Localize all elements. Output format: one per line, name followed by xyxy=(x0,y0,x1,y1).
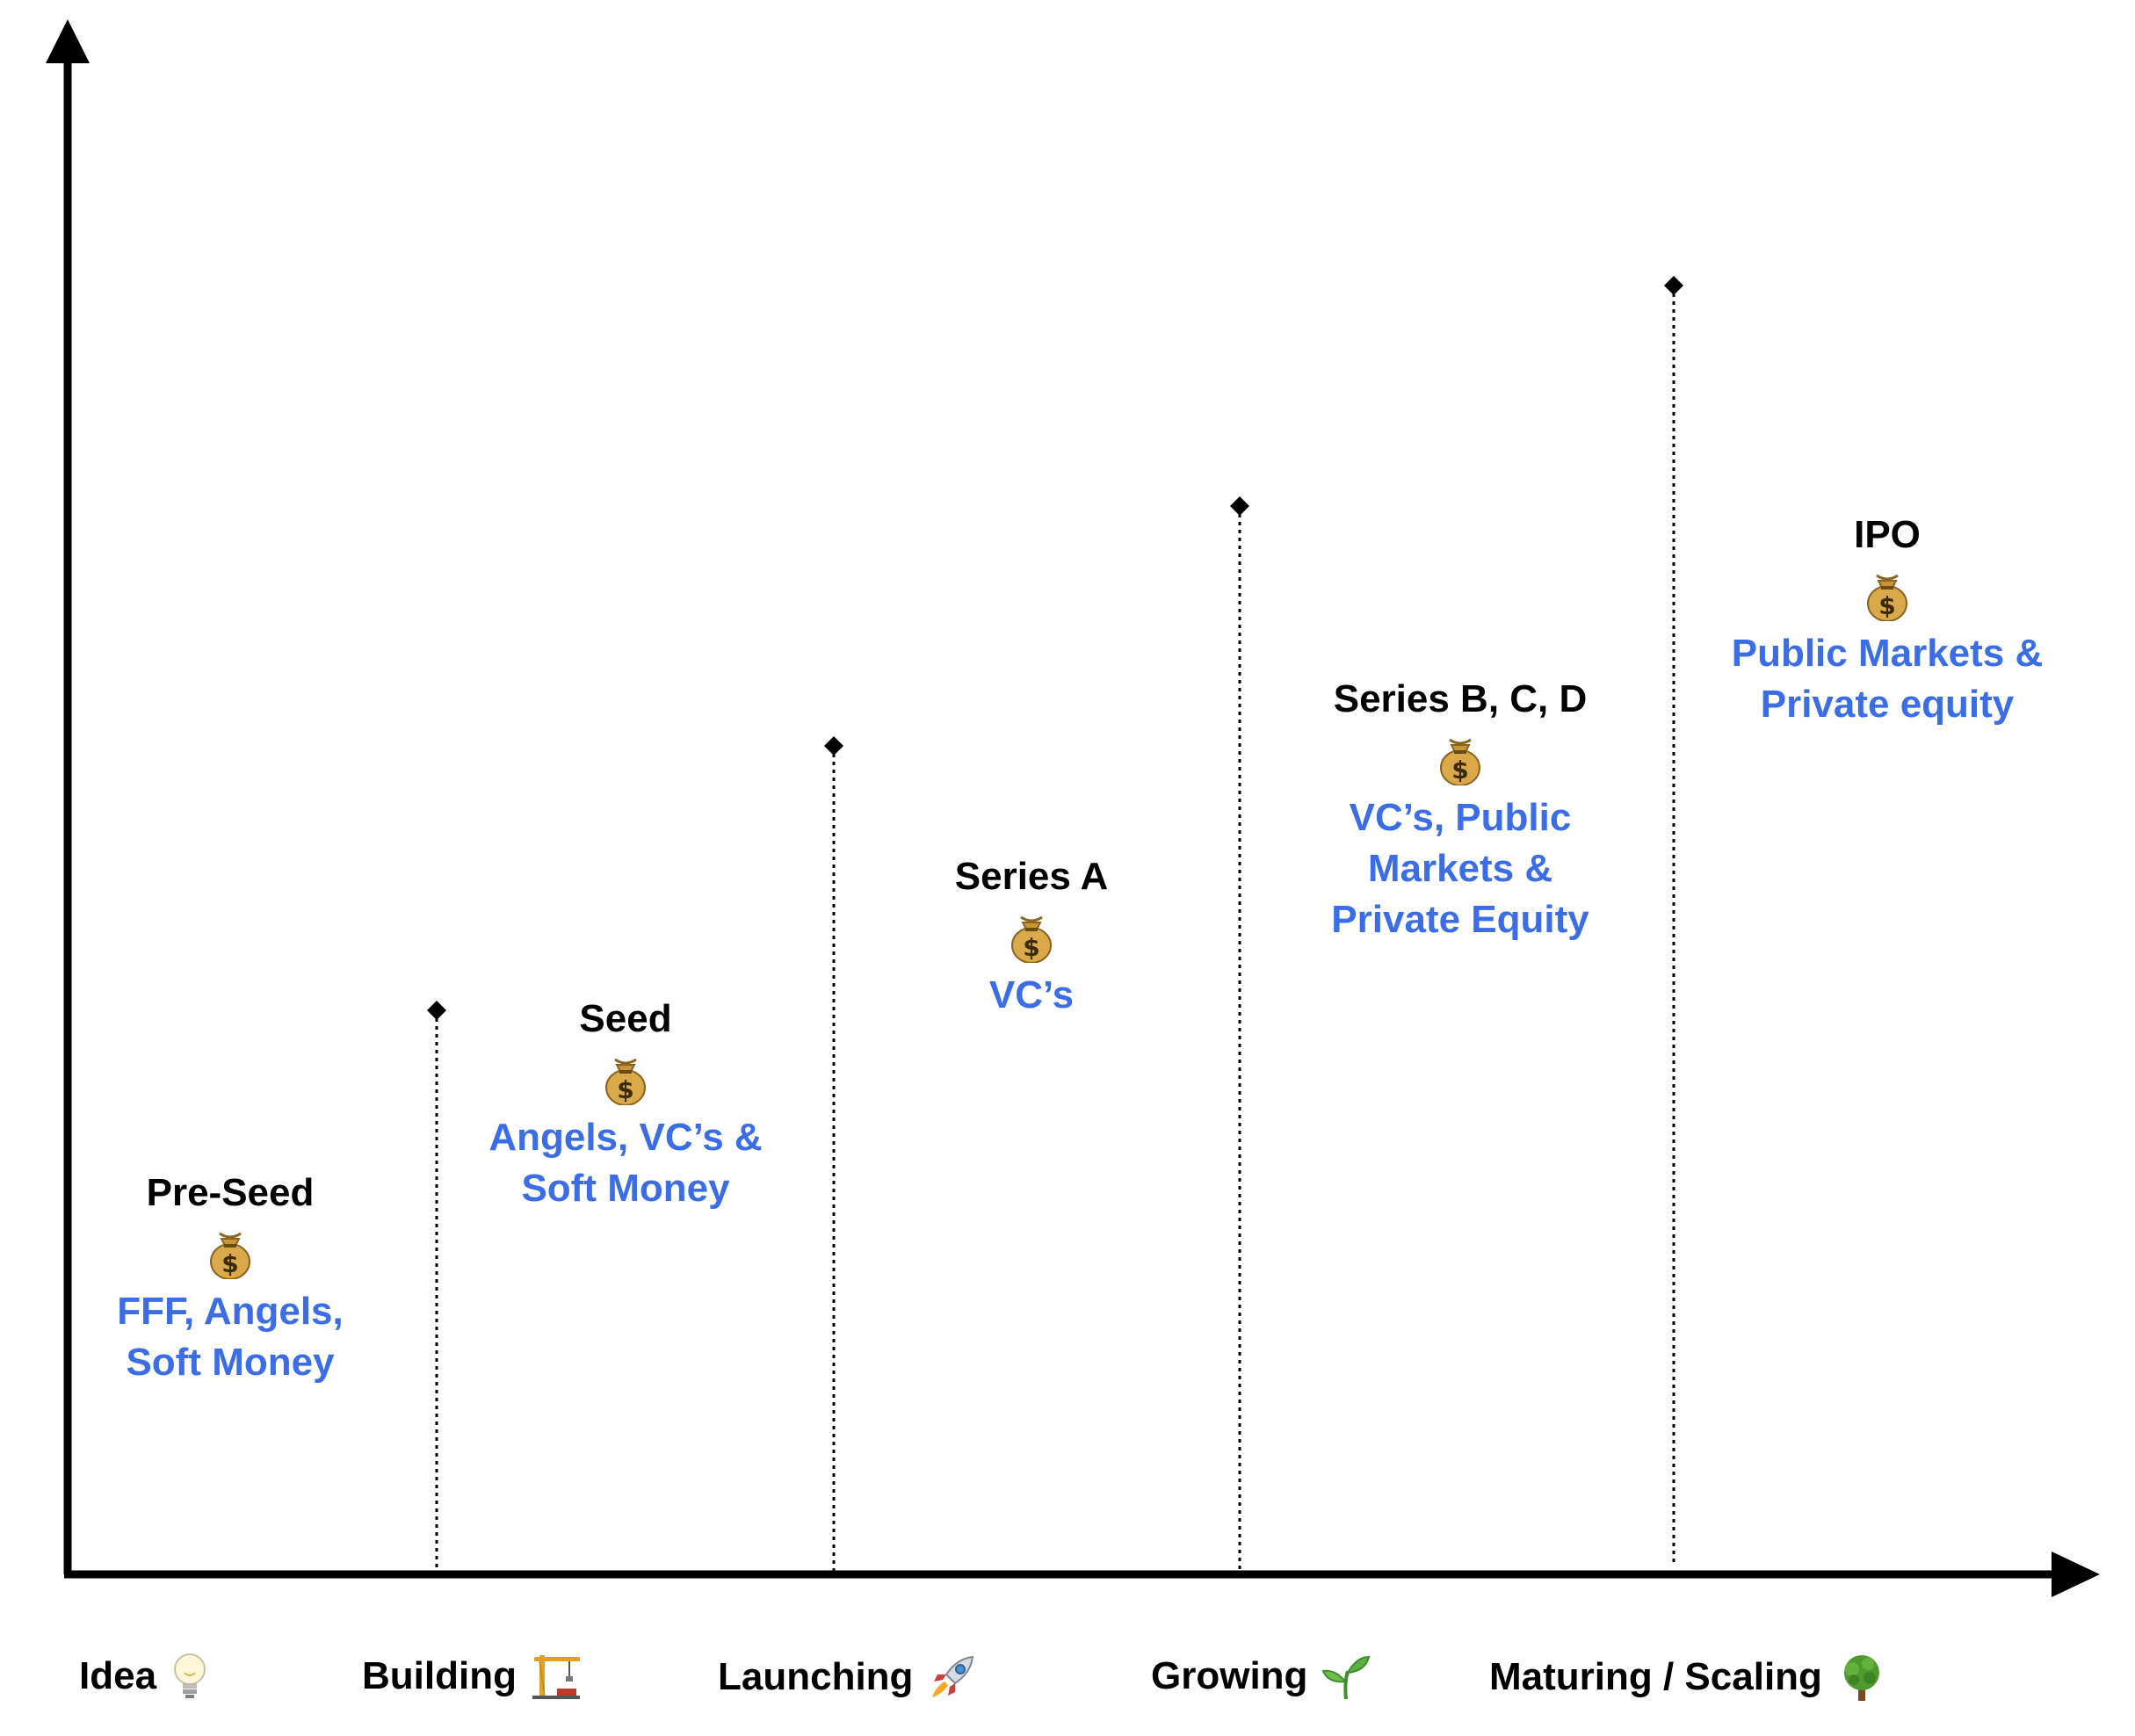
divider-marker-4 xyxy=(1664,276,1683,295)
rocket-icon xyxy=(932,1655,974,1697)
stage-series-a: Series A VC’s xyxy=(829,854,1234,1021)
stage-seed: Seed Angels, VC’s & Soft Money xyxy=(423,996,828,1214)
phase-label: Launching xyxy=(718,1655,914,1698)
stage-name: Series A xyxy=(954,855,1109,898)
stage-name: Pre-Seed xyxy=(146,1171,315,1214)
construction-crane-icon xyxy=(532,1655,580,1699)
phase-label: Building xyxy=(362,1654,517,1697)
stage-funding-sources: VC’s, Public Markets & Private Equity xyxy=(1331,796,1589,941)
stage-name: Seed xyxy=(579,997,672,1040)
money-bag-icon xyxy=(1439,738,1481,785)
stage-series-b-c-d: Series B, C, D VC’s, Public Markets & Pr… xyxy=(1258,676,1662,945)
divider-marker-3 xyxy=(1230,496,1249,516)
stage-name: Series B, C, D xyxy=(1333,677,1588,720)
tree-icon xyxy=(1843,1655,1879,1701)
stage-funding-sources: FFF, Angels, Soft Money xyxy=(117,1290,344,1384)
divider-marker-1 xyxy=(427,1001,446,1020)
seedling-icon xyxy=(1322,1655,1371,1700)
phase-maturing-scaling: Maturing / Scaling xyxy=(1489,1652,1887,1703)
stage-ipo: IPO Public Markets & Private equity xyxy=(1685,512,2089,730)
phase-label: Maturing / Scaling xyxy=(1489,1655,1822,1698)
phase-idea: Idea xyxy=(79,1652,209,1701)
phase-launching: Launching xyxy=(718,1652,978,1703)
money-bag-icon xyxy=(209,1232,251,1279)
stage-funding-sources: Public Markets & Private equity xyxy=(1731,632,2044,726)
phase-building: Building xyxy=(362,1652,582,1701)
x-axis-arrowhead xyxy=(2052,1552,2100,1597)
stage-name: IPO xyxy=(1854,513,1921,556)
money-bag-icon xyxy=(1010,915,1053,963)
phase-growing: Growing xyxy=(1151,1652,1371,1701)
phase-label: Idea xyxy=(79,1654,157,1697)
y-axis-arrowhead xyxy=(46,19,90,63)
stage-funding-sources: Angels, VC’s & Soft Money xyxy=(489,1116,763,1210)
phase-label: Growing xyxy=(1151,1654,1308,1697)
money-bag-icon xyxy=(604,1058,647,1105)
light-bulb-icon xyxy=(174,1653,206,1698)
stage-pre-seed: Pre-Seed FFF, Angels, Soft Money xyxy=(28,1170,432,1388)
money-bag-icon xyxy=(1866,574,1908,621)
stage-funding-sources: VC’s xyxy=(988,973,1075,1016)
divider-marker-2 xyxy=(824,736,843,756)
